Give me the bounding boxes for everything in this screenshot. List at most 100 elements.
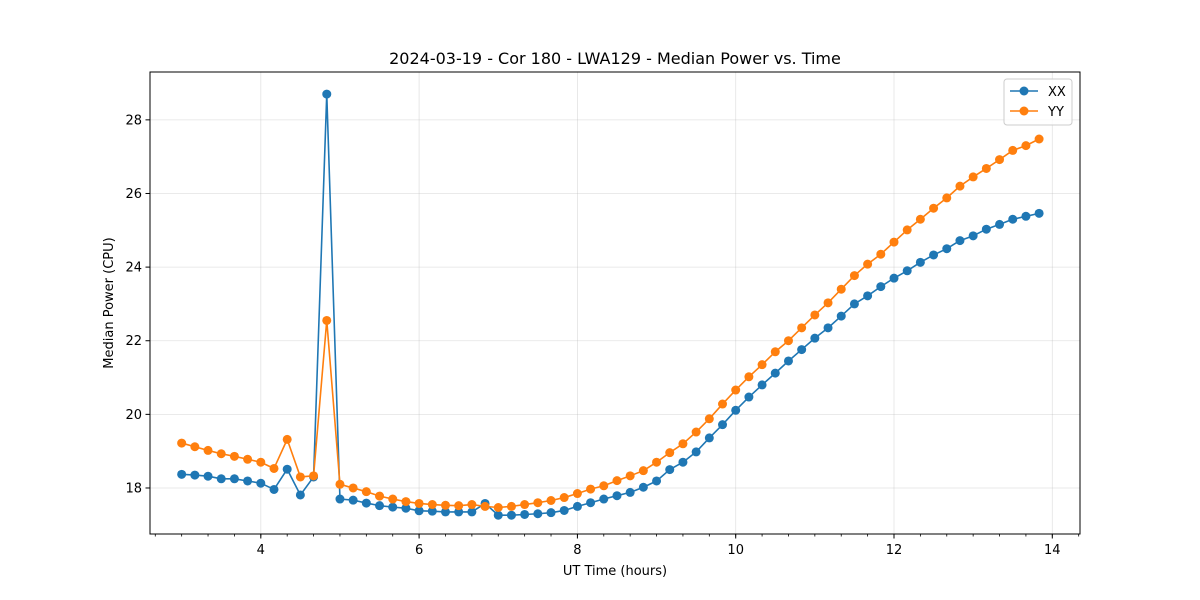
data-point-yy bbox=[863, 259, 873, 269]
data-point-yy bbox=[995, 155, 1005, 165]
data-point-yy bbox=[388, 494, 398, 504]
data-point-xx bbox=[1021, 211, 1031, 221]
data-point-xx bbox=[757, 380, 767, 390]
data-point-xx bbox=[968, 231, 978, 241]
data-point-yy bbox=[401, 497, 411, 507]
data-point-yy bbox=[915, 214, 925, 224]
legend-marker-xx bbox=[1019, 86, 1029, 96]
grid-layer bbox=[150, 72, 1080, 534]
data-point-yy bbox=[1021, 141, 1031, 151]
data-point-xx bbox=[295, 490, 305, 500]
data-point-yy bbox=[216, 449, 226, 459]
data-point-xx bbox=[454, 507, 464, 517]
data-point-yy bbox=[849, 271, 859, 281]
data-point-xx bbox=[546, 508, 556, 518]
data-point-yy bbox=[625, 471, 635, 481]
data-point-yy bbox=[269, 463, 279, 473]
data-point-yy bbox=[691, 427, 701, 437]
data-point-xx bbox=[586, 498, 596, 508]
plot-frame bbox=[149, 71, 1081, 535]
data-point-yy bbox=[968, 172, 978, 182]
data-point-yy bbox=[414, 498, 424, 508]
data-point-yy bbox=[322, 315, 332, 325]
data-point-xx bbox=[229, 474, 239, 484]
data-point-yy bbox=[203, 445, 213, 455]
data-point-yy bbox=[572, 489, 582, 499]
data-point-yy bbox=[480, 501, 490, 511]
data-point-xx bbox=[335, 494, 345, 504]
y-tick-label: 18 bbox=[125, 481, 142, 496]
data-point-xx bbox=[177, 469, 187, 479]
data-point-xx bbox=[1034, 208, 1044, 218]
data-point-xx bbox=[691, 447, 701, 457]
data-point-yy bbox=[454, 501, 464, 511]
data-point-yy bbox=[757, 360, 767, 370]
x-tick-label: 12 bbox=[886, 543, 903, 558]
y-tick-label: 24 bbox=[125, 261, 142, 276]
data-point-xx bbox=[427, 506, 437, 516]
data-point-yy bbox=[876, 249, 886, 259]
data-point-yy bbox=[282, 434, 292, 444]
data-point-xx bbox=[243, 476, 253, 486]
data-point-yy bbox=[546, 496, 556, 506]
data-point-xx bbox=[375, 501, 385, 511]
data-point-xx bbox=[638, 482, 648, 492]
x-axis-label: UT Time (hours) bbox=[563, 564, 667, 579]
data-point-xx bbox=[995, 219, 1005, 229]
data-point-xx bbox=[797, 345, 807, 355]
data-point-yy bbox=[942, 193, 952, 203]
x-tick-label: 10 bbox=[727, 543, 744, 558]
data-point-xx bbox=[942, 244, 952, 254]
data-point-yy bbox=[1008, 145, 1018, 155]
data-point-yy bbox=[981, 163, 991, 173]
legend: XX YY bbox=[1003, 78, 1073, 126]
data-point-yy bbox=[348, 483, 358, 493]
legend-label-xx: XX bbox=[1048, 85, 1066, 100]
data-point-yy bbox=[506, 501, 516, 511]
data-point-xx bbox=[783, 356, 793, 366]
x-tick-label: 4 bbox=[257, 543, 265, 558]
data-point-xx bbox=[388, 502, 398, 512]
data-point-xx bbox=[493, 510, 503, 520]
data-point-xx bbox=[731, 405, 741, 415]
data-point-xx bbox=[361, 498, 371, 508]
data-point-xx bbox=[559, 505, 569, 515]
data-point-xx bbox=[823, 323, 833, 333]
data-point-yy bbox=[427, 500, 437, 510]
data-point-xx bbox=[440, 507, 450, 517]
data-point-xx bbox=[216, 474, 226, 484]
data-point-xx bbox=[190, 470, 200, 480]
data-point-yy bbox=[889, 237, 899, 247]
data-point-yy bbox=[718, 399, 728, 409]
y-tick-label: 28 bbox=[125, 113, 142, 128]
data-point-yy bbox=[599, 481, 609, 491]
data-point-xx bbox=[652, 476, 662, 486]
data-point-yy bbox=[559, 493, 569, 503]
legend-marker-yy bbox=[1019, 106, 1029, 116]
data-point-yy bbox=[744, 372, 754, 382]
data-point-xx bbox=[876, 282, 886, 292]
x-tick-label: 14 bbox=[1044, 543, 1061, 558]
data-point-yy bbox=[256, 457, 266, 467]
data-point-yy bbox=[520, 500, 530, 510]
data-point-yy bbox=[652, 457, 662, 467]
y-tick-label: 26 bbox=[125, 187, 142, 202]
data-point-xx bbox=[256, 478, 266, 488]
data-point-yy bbox=[533, 498, 543, 508]
data-point-xx bbox=[401, 503, 411, 513]
data-point-xx bbox=[203, 471, 213, 481]
data-point-yy bbox=[783, 336, 793, 346]
data-point-yy bbox=[467, 500, 477, 510]
data-point-xx bbox=[1008, 214, 1018, 224]
data-point-xx bbox=[981, 224, 991, 234]
legend-entry-xx: XX bbox=[1010, 85, 1066, 100]
data-point-xx bbox=[348, 495, 358, 505]
legend-label-yy: YY bbox=[1047, 105, 1064, 120]
data-point-yy bbox=[309, 471, 319, 481]
data-point-xx bbox=[836, 311, 846, 321]
data-point-yy bbox=[823, 298, 833, 308]
data-point-yy bbox=[361, 487, 371, 497]
chart-title: 2024-03-19 - Cor 180 - LWA129 - Median P… bbox=[389, 49, 841, 68]
